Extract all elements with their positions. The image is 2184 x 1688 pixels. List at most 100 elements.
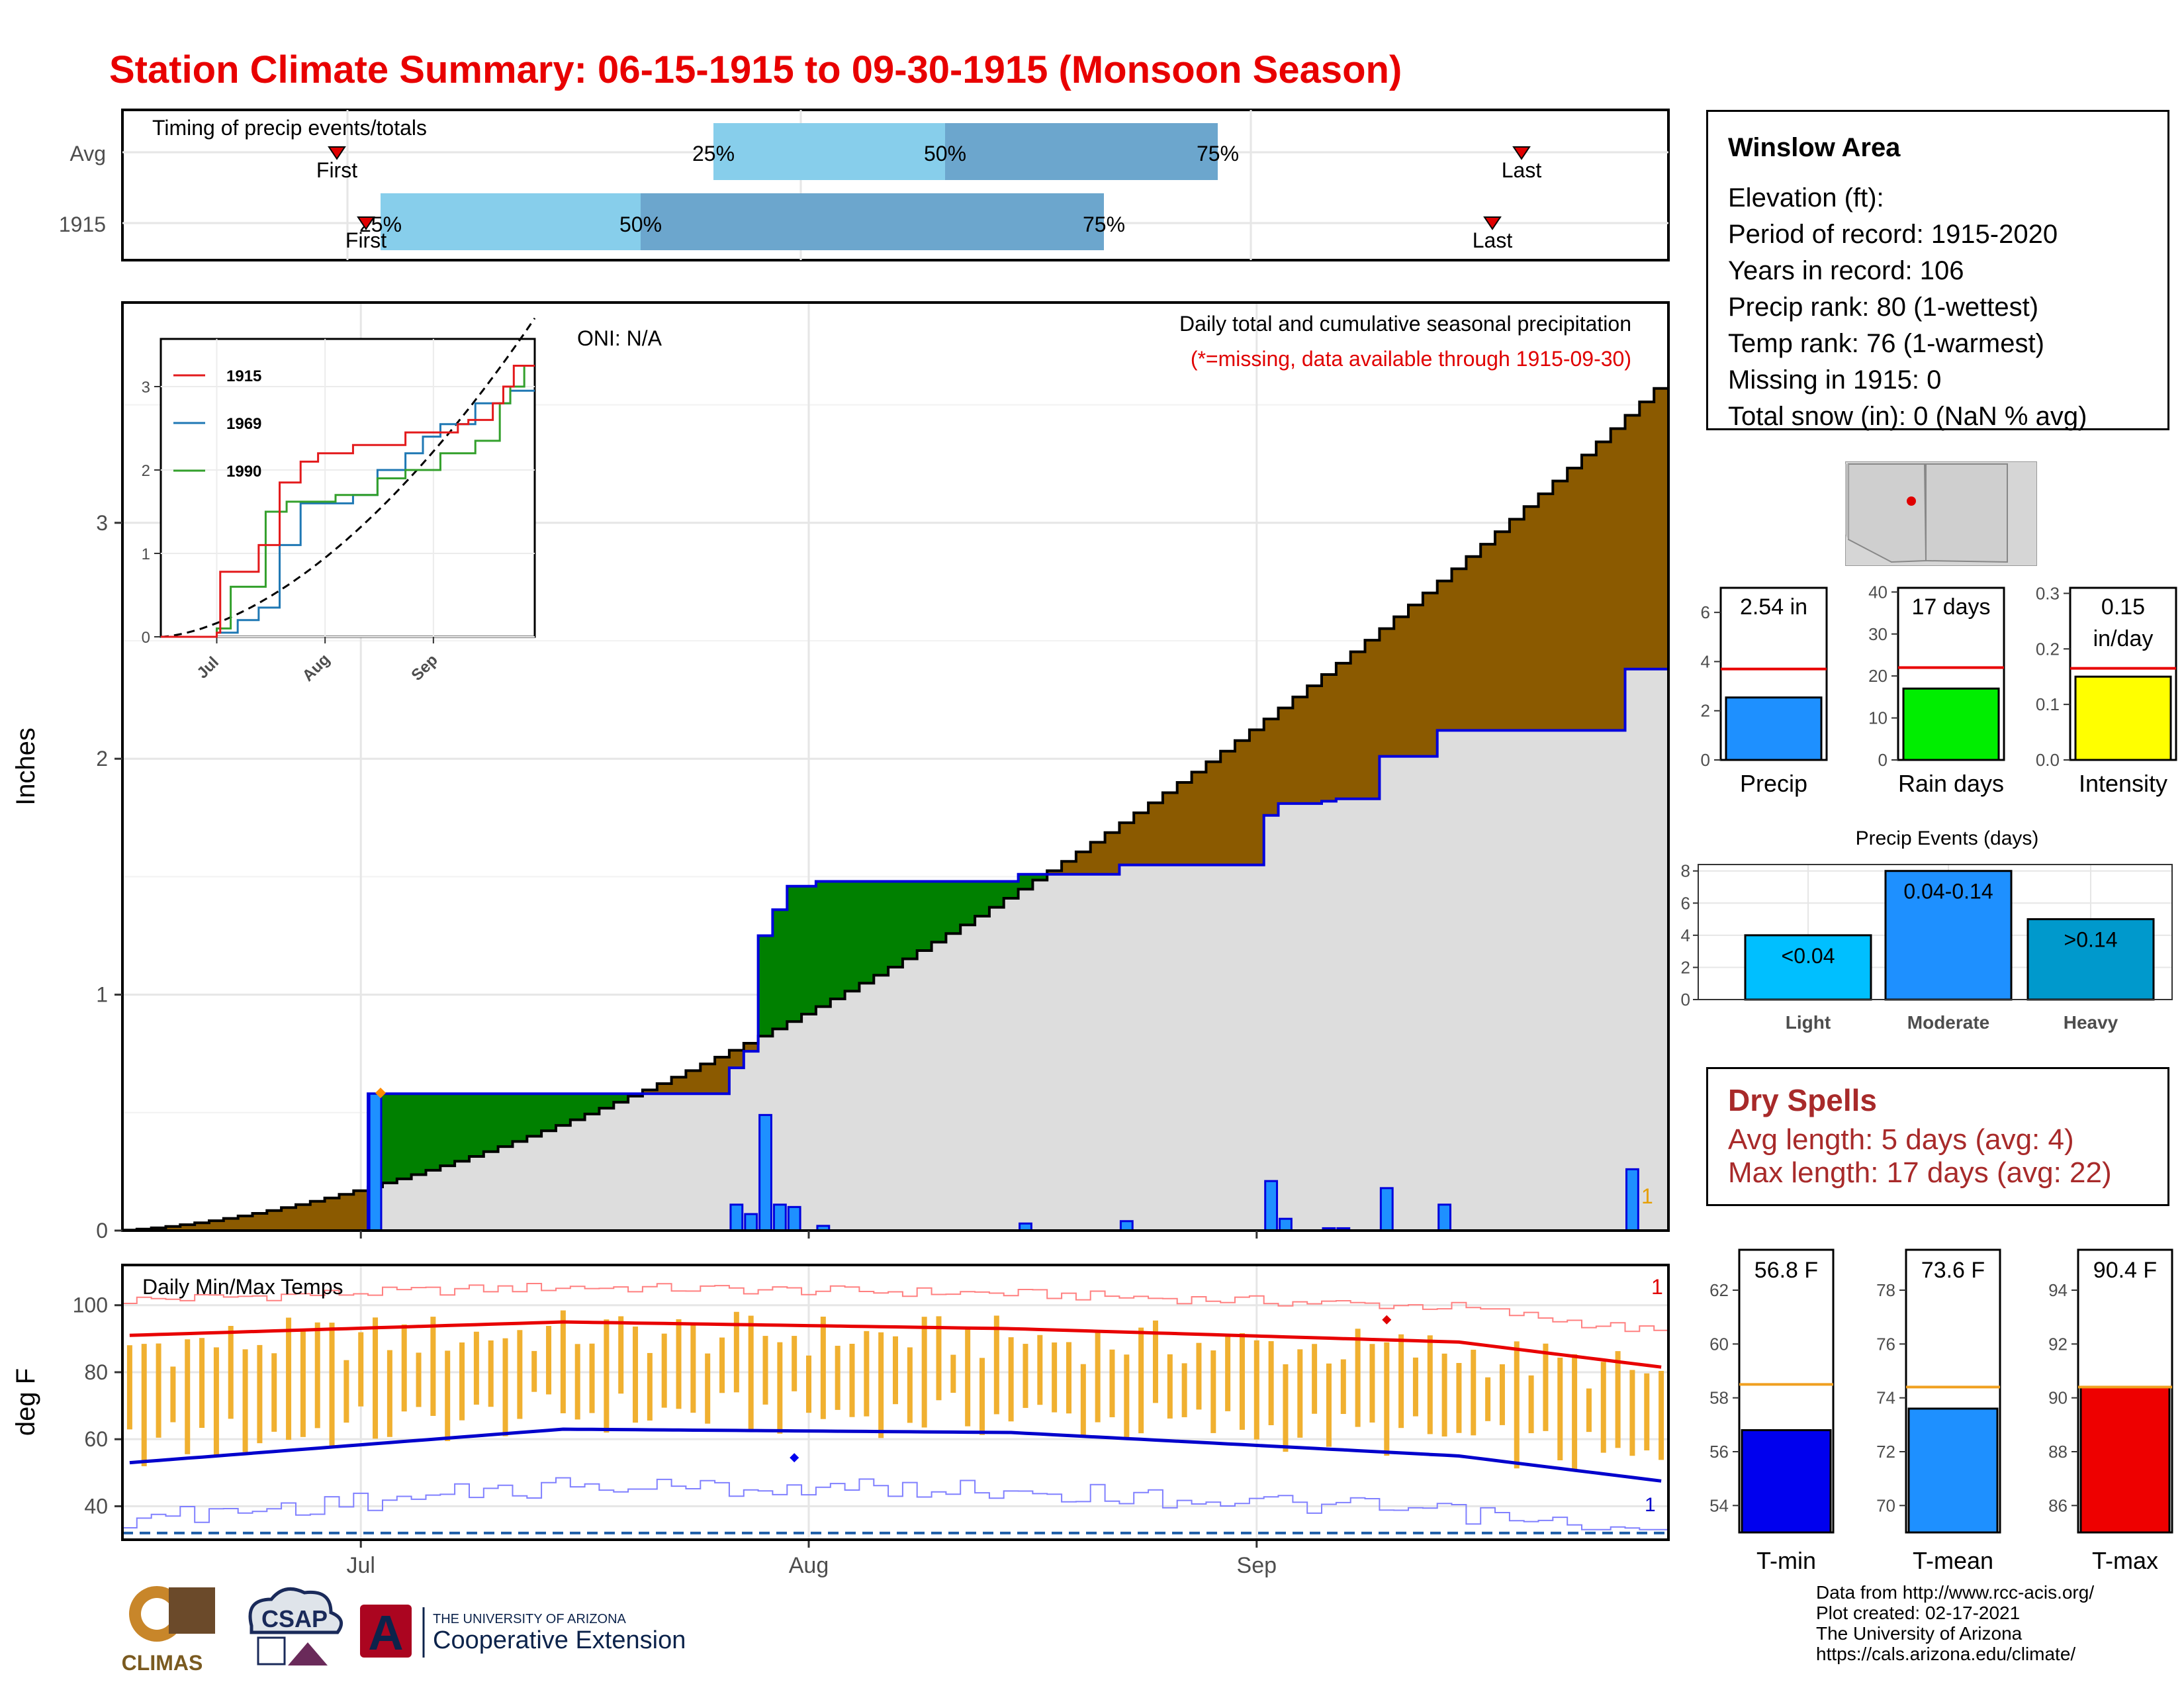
temp-summary-y-tick-label: 92 [2048, 1334, 2068, 1354]
daily-temp-bar [792, 1336, 797, 1391]
daily-temp-bar [676, 1319, 682, 1409]
daily-temp-bar [242, 1349, 248, 1452]
daily-temp-bar [1441, 1353, 1447, 1437]
daily-temp-bar [1080, 1364, 1086, 1437]
temp-y-tick-label: 40 [84, 1494, 108, 1518]
inset-y-tick-label: 3 [142, 379, 150, 397]
climas-logo-text: CLIMAS [122, 1651, 203, 1675]
avg-first-marker [328, 146, 346, 160]
daily-temp-bar [213, 1347, 219, 1456]
temp-summary-label: T-min [1756, 1547, 1816, 1574]
daily-temp-bar [1008, 1337, 1014, 1422]
ext-line2: Cooperative Extension [433, 1626, 686, 1654]
daily-temp-bar [893, 1336, 898, 1405]
main-y-tick-label: 0 [96, 1219, 108, 1243]
info-missing: Missing in 1915: 0 [1728, 365, 1942, 395]
avg-min-temp-line [129, 1427, 1662, 1483]
daily-temp-bar [907, 1347, 913, 1423]
inset-series-1990 [161, 365, 535, 638]
info-years: Years in record: 106 [1728, 256, 1964, 285]
summary-bar-value [1902, 687, 2000, 761]
avg-cumulative-line [122, 387, 1668, 1232]
daily-temp-bar [878, 1332, 884, 1438]
daily-temp-bar [1355, 1329, 1361, 1427]
daily-temp-bar [1412, 1357, 1418, 1417]
info-elevation: Elevation (ft): [1728, 183, 1884, 212]
max-temp-marker [1382, 1315, 1392, 1325]
events-value-label: <0.04 [1782, 944, 1835, 968]
summary-y-tick-label: 30 [1868, 624, 1888, 644]
year-first-label: First [345, 228, 387, 252]
summary-y-tick-label: 0.0 [2036, 750, 2060, 770]
temp-summary-value-bar [1741, 1429, 1832, 1534]
inset-series-1915 [161, 365, 535, 638]
main-y-tick-label: 3 [96, 511, 108, 535]
arizona-a-mark: A [368, 1605, 403, 1660]
daily-temp-bar [806, 1355, 812, 1413]
daily-temp-bar [589, 1343, 595, 1413]
daily-temp-bar [1543, 1343, 1549, 1431]
climas-logo: CLIMAS [122, 1586, 215, 1675]
events-y-tick-label: 6 [1681, 893, 1690, 913]
credit-plot-created: Plot created: 02-17-2021 [1816, 1603, 2021, 1623]
credit-data-source: Data from http://www.rcc-acis.org/ [1816, 1582, 2095, 1603]
daily-temp-bar [1499, 1364, 1505, 1425]
oni-label: ONI: N/A [577, 326, 662, 350]
events-bar [1744, 934, 1872, 1001]
daily-temp-bar [185, 1339, 191, 1454]
daily-temp-bar [560, 1310, 566, 1413]
summary-bar-label: Intensity [2079, 770, 2167, 797]
daily-temp-bar [546, 1326, 552, 1395]
daily-temp-bar [459, 1342, 465, 1421]
info-total-snow: Total snow (in): 0 (NaN % avg) [1728, 402, 2087, 431]
events-category-label: Heavy [2064, 1012, 2118, 1033]
daily-temp-bar [748, 1315, 754, 1431]
daily-temp-bar [1052, 1342, 1058, 1413]
timing-title: Timing of precip events/totals [152, 116, 427, 140]
daily-temp-bar [1398, 1334, 1404, 1429]
daily-temp-bar [488, 1340, 494, 1407]
daily-temp-bar [170, 1366, 176, 1423]
temp-summary-label: T-mean [1913, 1547, 1993, 1574]
events-category-label: Moderate [1907, 1012, 1989, 1033]
year-p75-label: 75% [1083, 212, 1125, 236]
daily-temp-bar [1615, 1351, 1621, 1448]
inset-y-tick-label: 0 [142, 629, 150, 647]
daily-temp-bar [401, 1324, 407, 1412]
daily-temp-bar [1225, 1336, 1231, 1411]
temp-y-tick-label: 100 [73, 1293, 108, 1317]
year-cumulative-line [122, 667, 1668, 1232]
inset-y-tick-label: 2 [142, 462, 150, 480]
above-average-fill [368, 874, 1048, 1188]
events-value-label: 0.04-0.14 [1903, 880, 1993, 904]
temp-summary-y-tick-label: 88 [2048, 1442, 2068, 1462]
locator-map [1845, 461, 2037, 566]
summary-y-tick-label: 2 [1701, 701, 1710, 721]
summary-bar-label: Precip [1740, 770, 1807, 797]
daily-temp-bar [373, 1317, 379, 1439]
daily-temp-bar [1384, 1342, 1390, 1456]
avg-p25-label: 25% [692, 142, 735, 165]
daily-temp-bar [993, 1315, 999, 1415]
daily-temp-bar [835, 1346, 841, 1410]
summary-y-tick-label: 0.1 [2036, 694, 2060, 714]
temp-x-tick-label: Jul [346, 1553, 375, 1578]
daily-temp-bar [517, 1330, 523, 1419]
daily-temp-bar [141, 1344, 147, 1466]
daily-temp-bar [430, 1317, 436, 1416]
temp-y-axis-label: deg F [11, 1368, 40, 1436]
footer-credits: Data from http://www.rcc-acis.org/ Plot … [1816, 1582, 2094, 1664]
year-last-marker [1483, 216, 1502, 230]
daily-temp-bar [1023, 1344, 1028, 1408]
daily-temp-bar [314, 1322, 320, 1429]
avg-cumulative-area [122, 388, 1668, 1231]
daily-temp-bar [1629, 1370, 1635, 1456]
timing-row-year-label: 1915 [59, 212, 106, 236]
events-panel-frame [1698, 864, 2173, 1000]
record-low-line [122, 1477, 1668, 1530]
daily-temp-bar [936, 1316, 942, 1401]
daily-temp-bar [199, 1338, 205, 1429]
daily-temp-bar [1427, 1335, 1433, 1434]
summary-value-label: 17 days [1911, 594, 1990, 620]
